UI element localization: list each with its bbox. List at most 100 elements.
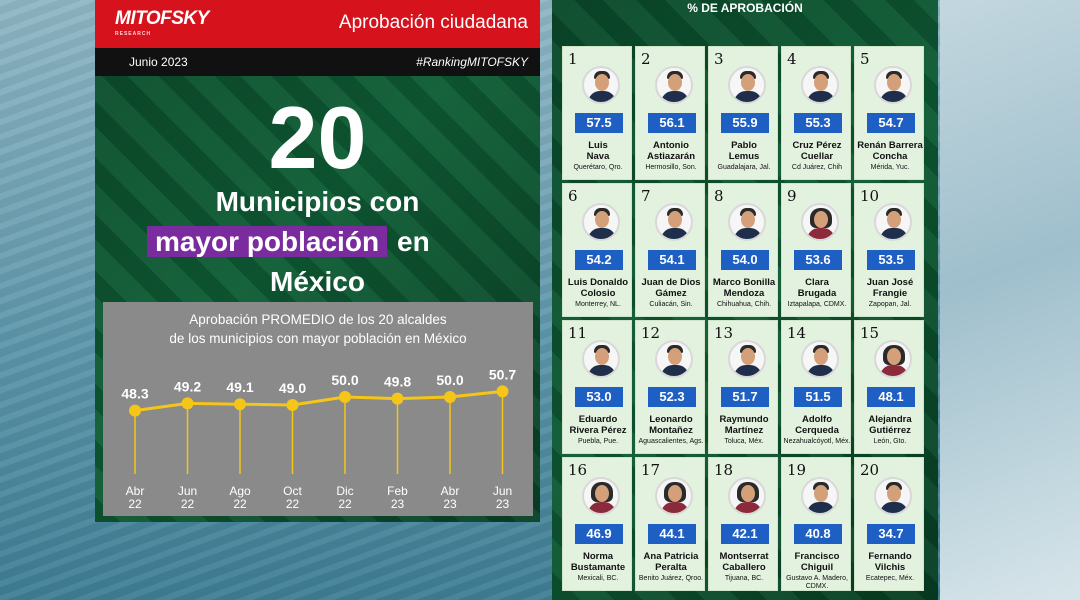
ranking-header: % DE APROBACIÓN	[687, 1, 803, 15]
report-date: Junio 2023	[129, 55, 188, 69]
mayor-name-line: Colosio	[580, 288, 616, 299]
mayor-name-line: Cruz Pérez	[792, 140, 842, 151]
municipality: León, Gto.	[855, 438, 925, 446]
municipality: Puebla, Pue.	[563, 438, 633, 446]
data-point-4	[339, 391, 351, 403]
approval-score: 48.1	[867, 387, 915, 407]
municipality-line: Nezahualcóyotl, Méx.	[783, 438, 851, 445]
mayor-card: 19 40.8 Francisco Chiguil Gustavo A. Madero,…	[781, 457, 851, 591]
municipality-line: Toluca, Méx.	[724, 438, 764, 445]
mayor-card: 7 54.1 Juan de Dios Gámez Culiacán, Sin.	[635, 183, 705, 317]
sub-bar: Junio 2023 #RankingMITOFSKY	[95, 48, 540, 76]
municipality: Mérida, Yuc.	[855, 164, 925, 172]
municipality-line: Puebla, Pue.	[577, 438, 619, 445]
municipality: Iztapalapa, CDMX.	[782, 301, 852, 309]
rank-number: 20	[860, 461, 880, 479]
mitofsky-logo: MITOFSKY RESEARCH	[115, 8, 209, 42]
data-label-1: 49.2	[174, 378, 201, 394]
x-tick-label-0-1: 22	[128, 497, 142, 511]
mayor-name: Luis Nava	[563, 140, 633, 162]
mayor-card: 15 48.1 Alejandra Gutiérrez León, Gto.	[854, 320, 924, 454]
municipality-line: Tijuana, BC.	[724, 575, 764, 582]
mayor-card: 10 53.5 Juan José Frangie Zapopan, Jal.	[854, 183, 924, 317]
municipality: Chihuahua, Chih.	[709, 301, 779, 309]
municipality-line: Querétaro, Qro.	[573, 164, 623, 171]
mayor-photo	[728, 66, 766, 104]
mayor-photo	[655, 340, 693, 378]
rank-number: 8	[714, 187, 724, 205]
mayor-name: Montserrat Caballero	[709, 551, 779, 573]
mayor-name: Clara Brugada	[782, 277, 852, 299]
mayor-name-line: Vilchis	[874, 562, 906, 573]
data-point-6	[444, 391, 456, 403]
mayor-name-line: Raymundo	[719, 414, 769, 425]
mayor-photo	[582, 477, 620, 515]
mayor-photo	[655, 203, 693, 241]
municipality: Guadalajara, Jal.	[709, 164, 779, 172]
x-tick-label-5-0: Feb	[387, 484, 408, 498]
mayor-name: Eduardo Rivera Pérez	[563, 414, 633, 436]
municipality: Mexicali, BC.	[563, 575, 633, 583]
mayor-card: 13 51.7 Raymundo Martínez Toluca, Méx.	[708, 320, 778, 454]
mayor-photo	[728, 477, 766, 515]
mayor-name-line: Luis	[588, 140, 608, 151]
mayor-name-line: Adolfo	[801, 414, 833, 425]
headline-line-1: Municipios con	[215, 186, 420, 217]
data-point-1	[181, 397, 194, 410]
municipality: Tijuana, BC.	[709, 575, 779, 583]
mayor-photo	[801, 340, 839, 378]
approval-score: 53.0	[575, 387, 623, 407]
mayor-photo	[874, 203, 912, 241]
approval-score: 51.5	[794, 387, 842, 407]
mayor-photo	[582, 340, 620, 378]
x-tick-label-2-1: 22	[233, 497, 247, 511]
mayor-name: Antonio Astiazarán	[636, 140, 706, 162]
mayor-card: 5 54.7 Renán Barrera Concha Mérida, Yuc.	[854, 46, 924, 180]
mayor-name-line: Norma	[582, 551, 614, 562]
approval-score: 40.8	[794, 524, 842, 544]
data-label-7: 50.7	[489, 366, 516, 382]
mayor-name-line: Leonardo	[649, 414, 693, 425]
mayor-name-line: Renán Barrera	[857, 140, 923, 151]
municipality-line: Guadalajara, Jal.	[717, 164, 771, 171]
municipality: Ecatepec, Méx.	[855, 575, 925, 583]
mayor-name: Marco Bonilla Mendoza	[709, 277, 779, 299]
municipality: Culiacán, Sin.	[636, 301, 706, 309]
mayor-name-line: Gámez	[655, 288, 687, 299]
municipality-line: Hermosillo, Son.	[645, 164, 697, 171]
approval-score: 56.1	[648, 113, 696, 133]
rank-number: 9	[787, 187, 797, 205]
logo-subtext: RESEARCH	[115, 31, 152, 37]
municipality-line: Mexicali, BC.	[577, 575, 619, 582]
ranking-grid: 1 57.5 Luis Nava Querétaro, Qro. 2 56.1 Antonio…	[562, 46, 928, 591]
approval-score: 54.2	[575, 250, 623, 270]
line-chart-svg: 48.3Abr2249.2Jun2249.1Ago2249.0Oct2250.0…	[121, 366, 516, 511]
x-tick-label-2-0: Ago	[229, 484, 251, 498]
mayor-card: 6 54.2 Luis Donaldo Colosio Monterrey, NL.	[562, 183, 632, 317]
panel-title: Aprobación ciudadana	[338, 12, 528, 33]
mayor-card: 18 42.1 Montserrat Caballero Tijuana, BC.	[708, 457, 778, 591]
municipality-line: Chihuahua, Chih.	[716, 301, 772, 308]
mayor-photo	[874, 477, 912, 515]
municipality-line: Benito Juárez, Qroo.	[638, 575, 704, 582]
approval-score: 53.5	[867, 250, 915, 270]
mayor-name-line: Cuellar	[800, 151, 834, 162]
mayor-name-line: Montañez	[649, 425, 693, 436]
approval-score: 46.9	[575, 524, 623, 544]
mayor-photo	[874, 66, 912, 104]
municipality-line: Gustavo A. Madero,	[786, 575, 848, 582]
mayor-card: 16 46.9 Norma Bustamante Mexicali, BC.	[562, 457, 632, 591]
mayor-photo	[582, 203, 620, 241]
data-label-4: 50.0	[331, 372, 358, 388]
mayor-name-line: Rivera Pérez	[569, 425, 627, 436]
mayor-name: Adolfo Cerqueda	[782, 414, 852, 436]
municipality: Toluca, Méx.	[709, 438, 779, 446]
headline-highlight: mayor población	[147, 226, 388, 257]
mayor-card: 3 55.9 Pablo Lemus Guadalajara, Jal.	[708, 46, 778, 180]
mayor-name-line: Bustamante	[570, 562, 626, 573]
mayor-name-line: Antonio	[653, 140, 689, 151]
mayor-name-line: Astiazarán	[646, 151, 696, 162]
approval-score: 55.3	[794, 113, 842, 133]
mayor-card: 11 53.0 Eduardo Rivera Pérez Puebla, Pue.	[562, 320, 632, 454]
approval-score: 54.0	[721, 250, 769, 270]
